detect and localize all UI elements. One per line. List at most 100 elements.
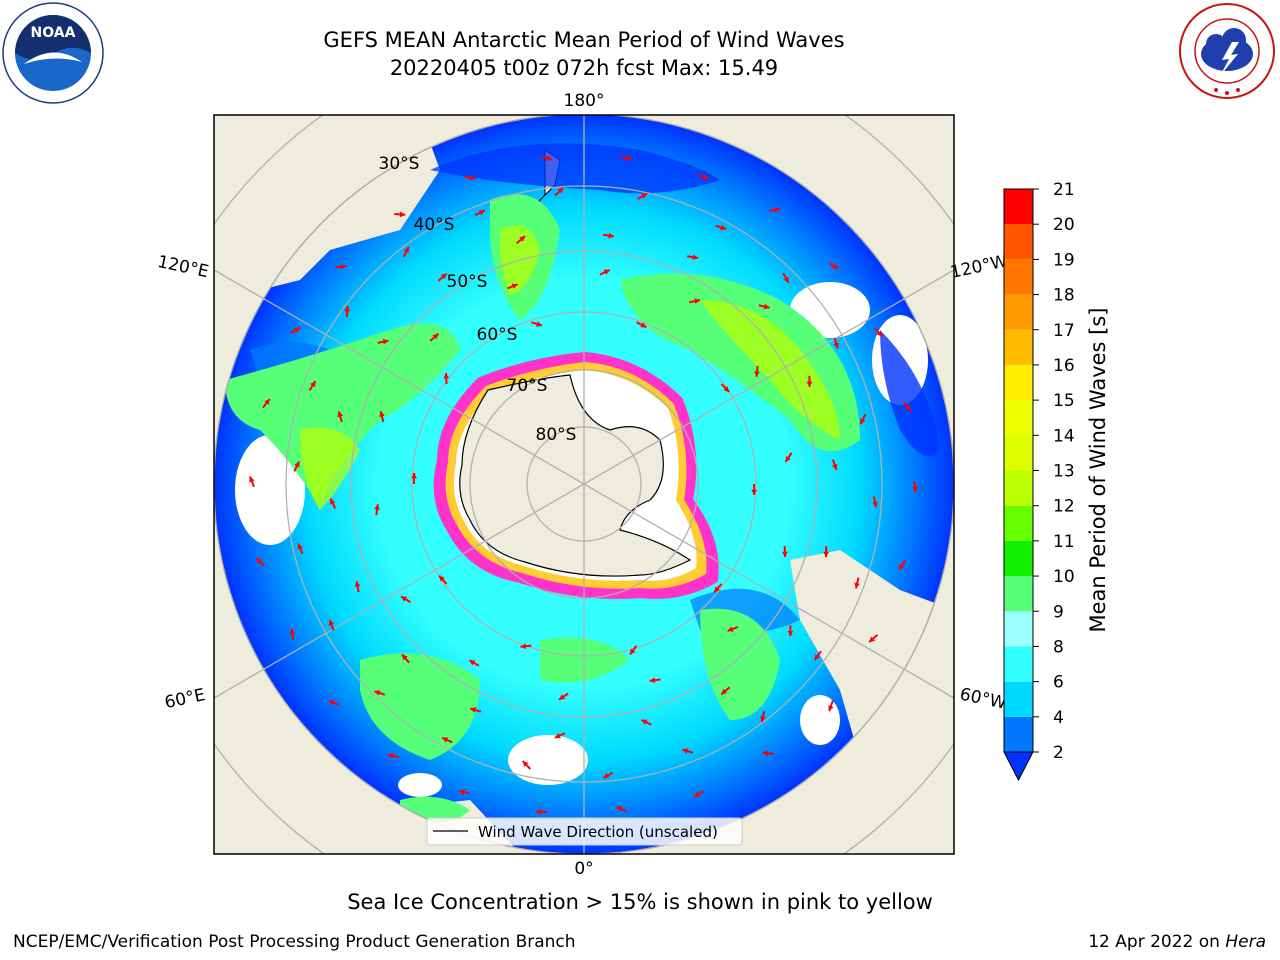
wave-direction-arrow <box>374 504 380 516</box>
wave-direction-arrow <box>437 272 448 282</box>
wave-direction-arrow <box>344 305 351 317</box>
sea-ice-caption: Sea Ice Concentration > 15% is shown in … <box>347 890 933 914</box>
colorbar-segment <box>1004 611 1033 647</box>
wave-direction-arrow <box>400 595 411 604</box>
colorbar-tick-label: 8 <box>1053 637 1064 657</box>
wave-direction-arrow <box>637 192 648 200</box>
wave-direction-arrow <box>377 338 389 345</box>
wave-direction-arrow <box>516 235 526 245</box>
wave-direction-arrow <box>297 543 304 554</box>
colorbar-tick-label: 19 <box>1053 250 1075 270</box>
colorbar-tick-label: 2 <box>1053 743 1064 763</box>
wave-direction-arrow <box>474 209 486 217</box>
colorbar-tick-label: 11 <box>1053 532 1075 552</box>
lat-label-50s: 50°S <box>447 272 488 292</box>
colorbar-tick-label: 10 <box>1053 567 1075 587</box>
lat-label-60s: 60°S <box>477 325 518 345</box>
wave-direction-arrow <box>693 790 705 798</box>
graticule <box>214 115 954 854</box>
wave-direction-arrow <box>443 373 450 385</box>
colorbar-segment <box>1004 189 1033 225</box>
colorbar-extend-min <box>1003 751 1034 782</box>
wave-direction-arrow <box>854 577 860 589</box>
wave-direction-arrow <box>760 710 766 723</box>
wave-direction-arrow <box>289 628 296 640</box>
wave-direction-arrow <box>468 659 480 667</box>
wave-direction-arrow <box>831 459 838 471</box>
antarctica <box>433 351 719 599</box>
wave-direction-arrow <box>715 224 727 231</box>
antarctica-land <box>459 374 692 577</box>
wave-direction-arrow <box>531 321 543 327</box>
colorbar-tick-label: 13 <box>1053 462 1075 482</box>
wave-direction-arrow <box>411 472 417 485</box>
lat-label-80s: 80°S <box>536 425 577 445</box>
wave-direction-arrow <box>859 413 867 425</box>
colorbar-segment <box>1004 259 1033 295</box>
wave-direction-arrow <box>387 753 400 759</box>
wave-direction-arrow <box>828 700 834 712</box>
map-legend: Wind Wave Direction (unscaled) <box>426 817 743 846</box>
wave-direction-arrow <box>758 303 770 310</box>
wave-direction-arrow <box>354 581 361 593</box>
lat-label-30s: 30°S <box>379 154 420 174</box>
colorbar-tick-label: 4 <box>1053 708 1064 728</box>
wave-direction-arrow <box>402 246 410 258</box>
noaa-logo: NOAA <box>2 2 104 104</box>
wave-direction-arrow <box>636 321 647 329</box>
colorbar-segment <box>1004 400 1033 436</box>
colorbar-tick-label: 20 <box>1053 215 1075 235</box>
noaa-logo-text: NOAA <box>31 25 76 41</box>
wave-direction-arrow <box>868 634 879 643</box>
colorbar-segment <box>1004 681 1033 717</box>
wave-direction-arrow <box>698 173 709 181</box>
wave-direction-arrow <box>470 707 482 713</box>
colorbar-tick-label: 6 <box>1053 673 1064 693</box>
wave-direction-arrow <box>438 574 448 585</box>
wave-direction-arrow <box>912 481 918 493</box>
wave-direction-arrow <box>828 262 840 270</box>
wave-direction-arrow <box>290 326 301 334</box>
wave-direction-arrow <box>602 232 615 239</box>
colorbar-segment <box>1004 540 1033 577</box>
wave-direction-arrow <box>464 174 476 181</box>
wave-direction-arrow <box>754 365 760 377</box>
wave-direction-arrow <box>554 732 566 739</box>
colorbar-label: Mean Period of Wind Waves [s] <box>1086 308 1110 633</box>
wave-direction-arrow <box>823 546 829 558</box>
wave-direction-arrow <box>806 375 813 387</box>
wave-direction-arrow <box>441 736 453 744</box>
wave-direction-arrow <box>329 498 337 509</box>
colorbar-segment <box>1004 576 1033 612</box>
footer-right: 12 Apr 2022 on Hera <box>1088 932 1266 952</box>
wave-direction-arrow <box>872 496 878 508</box>
wave-direction-arrow <box>394 211 406 218</box>
wave-direction-arrow <box>262 398 271 409</box>
colorbar-segment <box>1004 435 1033 471</box>
wave-direction-arrow <box>337 411 344 423</box>
colorbar-segment <box>1004 470 1033 506</box>
wave-direction-arrow <box>541 155 553 162</box>
colorbar-tick-label: 15 <box>1053 391 1075 411</box>
wave-direction-arrow <box>751 483 757 496</box>
wind-wave-arrows <box>249 155 918 815</box>
wave-direction-arrow <box>813 650 822 661</box>
wave-direction-arrow <box>641 719 652 726</box>
chart-title: GEFS MEAN Antarctic Mean Period of Wind … <box>323 28 845 52</box>
wave-direction-arrow <box>720 383 730 393</box>
colorbar-tick-label: 9 <box>1053 602 1064 622</box>
colorbar-segment <box>1004 294 1033 330</box>
wave-direction-arrow <box>507 283 518 290</box>
wave-direction-arrow <box>874 327 883 338</box>
wave-direction-arrow <box>787 625 794 637</box>
wave-direction-arrow <box>520 643 532 650</box>
lat-label-40s: 40°S <box>414 215 455 235</box>
wave-direction-arrow <box>429 332 440 342</box>
wave-direction-arrow <box>521 760 532 770</box>
colorbar-segment <box>1004 364 1033 401</box>
wave-direction-arrow <box>293 461 301 472</box>
wave-direction-arrow <box>782 272 790 284</box>
wave-direction-arrow <box>328 619 335 631</box>
lon-label-60e: 60°E <box>163 685 207 713</box>
